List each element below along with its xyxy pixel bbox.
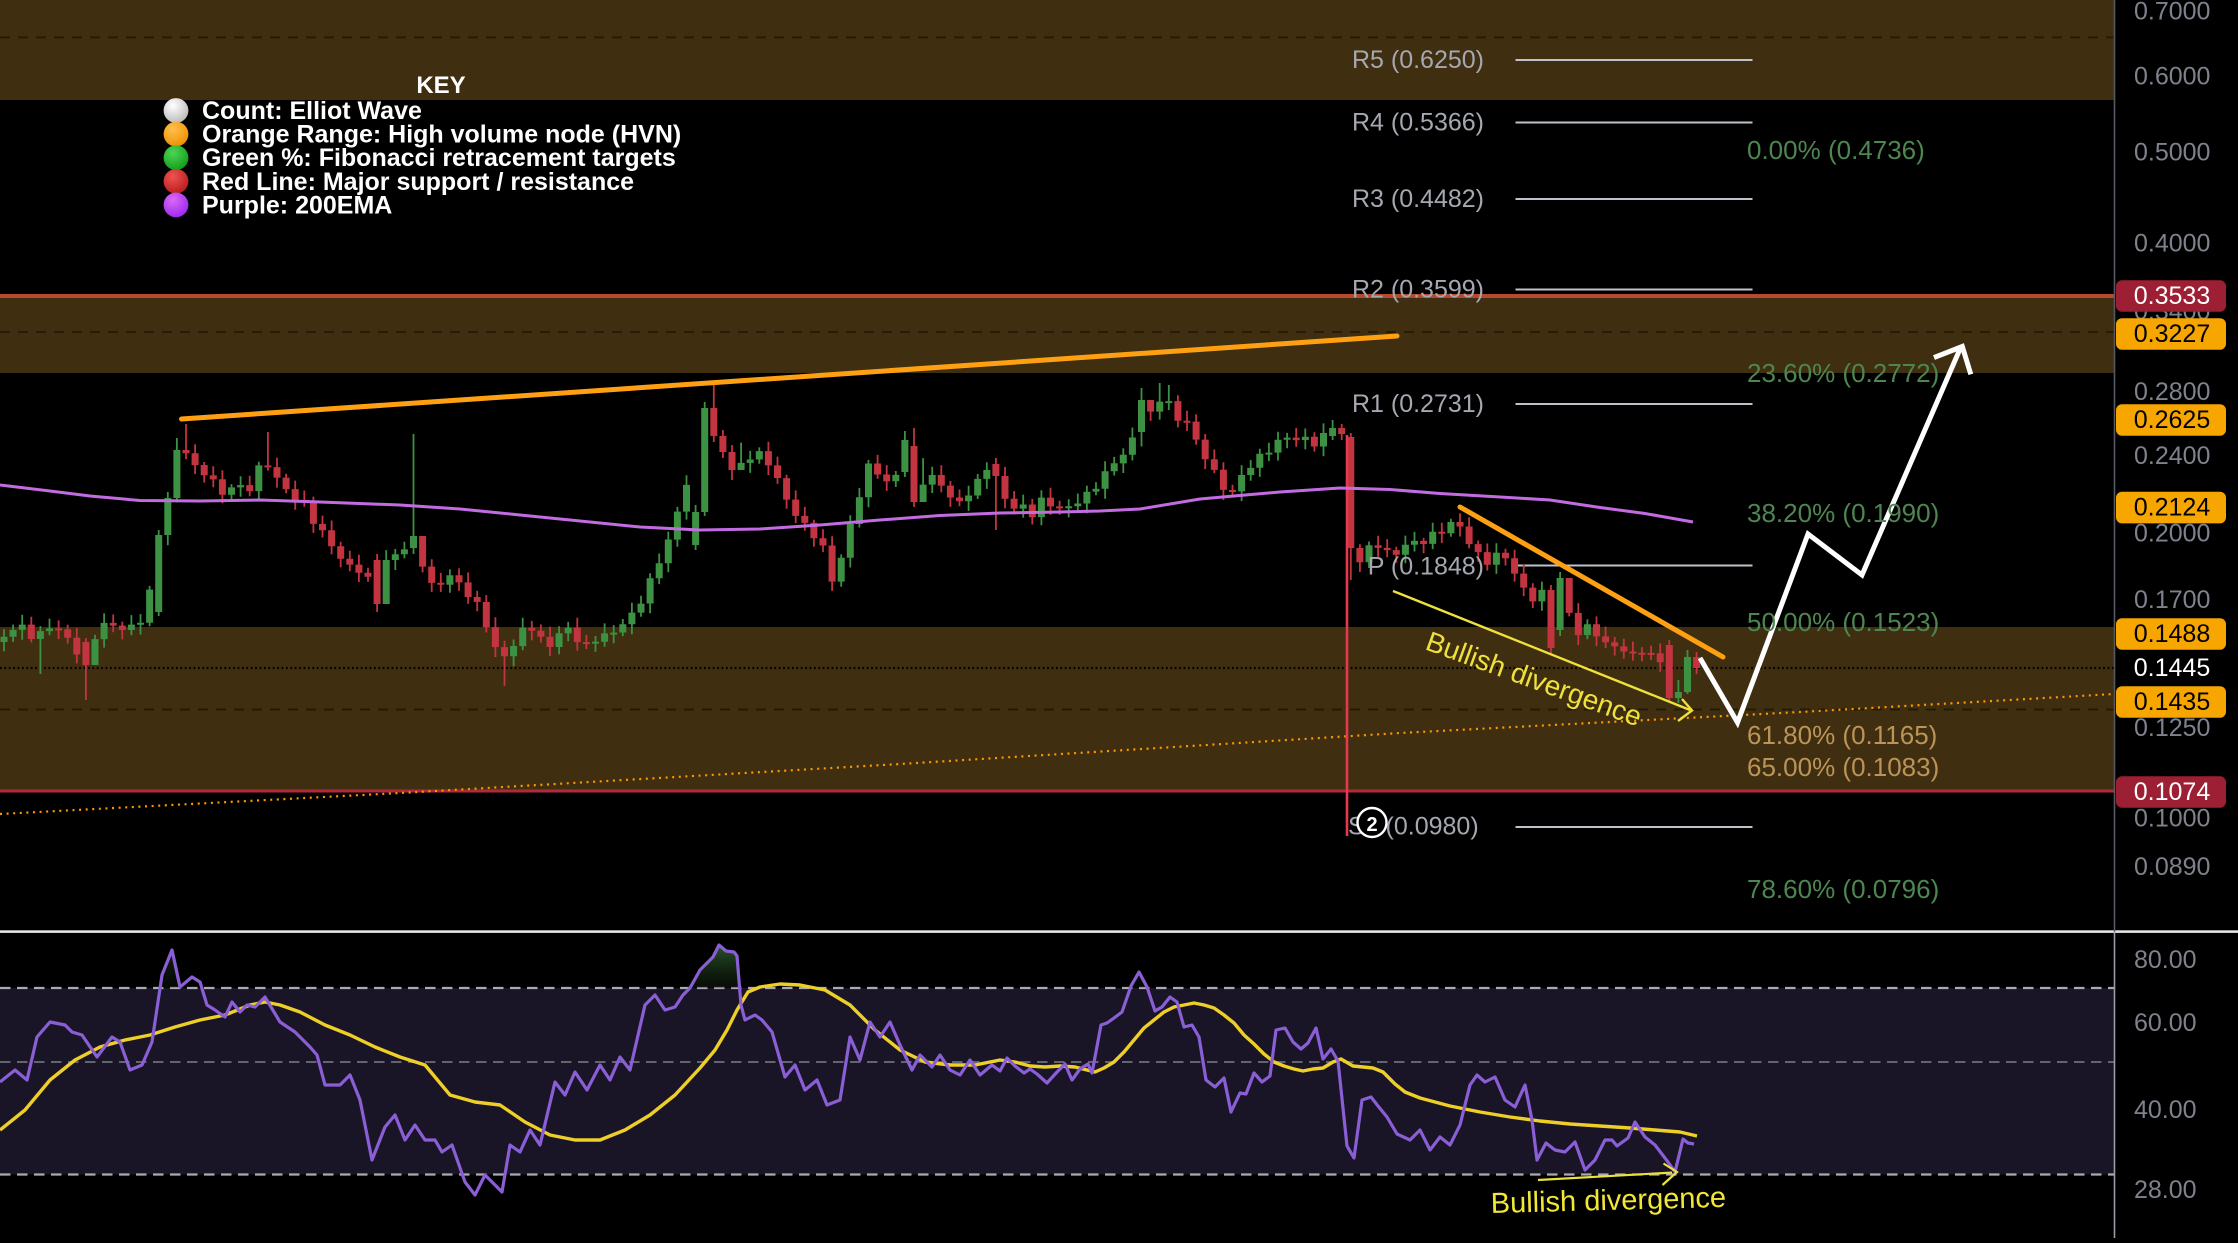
svg-text:R5 (0.6250): R5 (0.6250) (1352, 46, 1484, 74)
svg-text:0.00% (0.4736): 0.00% (0.4736) (1747, 135, 1925, 165)
svg-text:23.60% (0.2772): 23.60% (0.2772) (1747, 358, 1939, 388)
svg-text:0.6000: 0.6000 (2134, 62, 2210, 90)
svg-text:Count: Elliot Wave: Count: Elliot Wave (202, 97, 422, 125)
svg-text:50.00% (0.1523): 50.00% (0.1523) (1747, 607, 1939, 637)
svg-text:0.1488: 0.1488 (2134, 620, 2210, 648)
svg-text:38.20% (0.1990): 38.20% (0.1990) (1747, 498, 1939, 528)
svg-text:0.3227: 0.3227 (2134, 320, 2210, 348)
svg-text:Bullish divergence: Bullish divergence (1490, 1182, 1726, 1220)
svg-text:P (0.1848): P (0.1848) (1368, 553, 1484, 581)
svg-text:0.1435: 0.1435 (2134, 688, 2210, 716)
svg-text:80.00: 80.00 (2134, 946, 2197, 974)
svg-text:0.0890: 0.0890 (2134, 853, 2210, 881)
svg-text:0.4000: 0.4000 (2134, 230, 2210, 258)
svg-text:0.1700: 0.1700 (2134, 586, 2210, 614)
svg-text:R1 (0.2731): R1 (0.2731) (1352, 390, 1484, 418)
svg-text:0.3533: 0.3533 (2134, 282, 2210, 310)
svg-text:0.1000: 0.1000 (2134, 805, 2210, 833)
svg-text:60.00: 60.00 (2134, 1009, 2197, 1037)
svg-text:0.2124: 0.2124 (2134, 494, 2211, 522)
svg-text:KEY: KEY (416, 72, 465, 99)
svg-text:0.2000: 0.2000 (2134, 520, 2210, 548)
svg-text:0.5000: 0.5000 (2134, 139, 2210, 167)
svg-text:0.2800: 0.2800 (2134, 378, 2210, 406)
svg-text:0.2400: 0.2400 (2134, 442, 2210, 470)
svg-text:Purple: 200EMA: Purple: 200EMA (202, 191, 392, 219)
svg-text:2: 2 (1366, 814, 1377, 836)
svg-text:65.00% (0.1083): 65.00% (0.1083) (1747, 752, 1939, 782)
svg-text:40.00: 40.00 (2134, 1096, 2197, 1124)
svg-text:78.60% (0.0796): 78.60% (0.0796) (1747, 874, 1939, 904)
svg-text:28.00: 28.00 (2134, 1176, 2197, 1204)
svg-text:Red Line: Major support / resi: Red Line: Major support / resistance (202, 168, 634, 196)
svg-text:61.80% (0.1165): 61.80% (0.1165) (1747, 720, 1937, 750)
svg-text:0.1074: 0.1074 (2134, 778, 2211, 806)
svg-text:R2 (0.3599): R2 (0.3599) (1352, 276, 1484, 304)
svg-text:0.1250: 0.1250 (2134, 714, 2210, 742)
svg-text:0.7000: 0.7000 (2134, 0, 2210, 26)
svg-text:R3 (0.4482): R3 (0.4482) (1352, 185, 1484, 213)
svg-text:Green %: Fibonacci retracement: Green %: Fibonacci retracement targets (202, 144, 676, 172)
svg-text:0.1445: 0.1445 (2134, 654, 2210, 682)
svg-text:Orange Range: High volume node: Orange Range: High volume node (HVN) (202, 121, 681, 149)
svg-text:0.2625: 0.2625 (2134, 406, 2210, 434)
svg-text:R4 (0.5366): R4 (0.5366) (1352, 109, 1484, 137)
